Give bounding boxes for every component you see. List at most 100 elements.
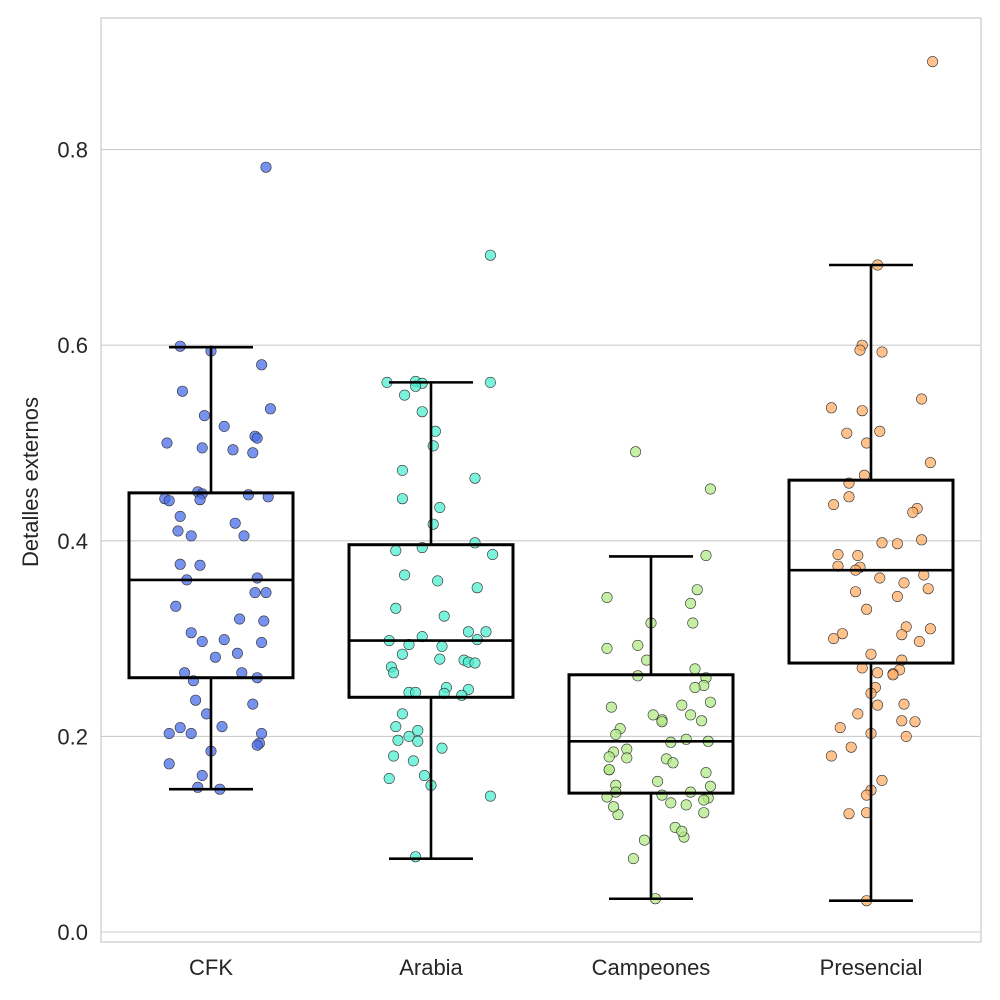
data-point <box>227 444 239 456</box>
data-point <box>229 517 241 529</box>
data-point <box>680 799 692 811</box>
data-point <box>836 628 848 640</box>
y-axis-label: Detalles externos <box>18 397 43 567</box>
data-point <box>652 775 664 787</box>
data-point <box>916 534 928 546</box>
data-point <box>874 425 886 437</box>
data-point <box>174 722 186 734</box>
iqr-box <box>787 478 955 665</box>
data-point <box>196 442 208 454</box>
data-point <box>685 709 697 721</box>
y-gridlines <box>101 149 981 933</box>
data-point <box>247 698 259 710</box>
data-point <box>258 615 270 627</box>
data-point <box>471 582 483 594</box>
data-point <box>209 651 221 663</box>
data-point <box>161 437 173 449</box>
data-point <box>185 727 197 739</box>
data-point <box>163 758 175 770</box>
data-point <box>913 635 925 647</box>
data-point <box>198 410 210 422</box>
data-point <box>434 653 446 665</box>
data-point <box>231 647 243 659</box>
data-point <box>603 751 615 763</box>
boxes <box>127 263 955 903</box>
data-point <box>704 780 716 792</box>
data-point <box>689 663 701 675</box>
y-tick-label: 0.8 <box>57 138 88 163</box>
data-point <box>845 741 857 753</box>
x-tick-label: Presencial <box>820 955 923 980</box>
data-point <box>916 393 928 405</box>
data-point <box>484 790 496 802</box>
data-point <box>469 472 481 484</box>
data-point <box>924 623 936 635</box>
data-point <box>484 376 496 388</box>
data-point <box>874 572 886 584</box>
data-point <box>698 794 710 806</box>
data-point <box>238 530 250 542</box>
data-point <box>251 432 263 444</box>
data-point <box>249 587 261 599</box>
data-point <box>898 577 910 589</box>
data-point <box>218 420 230 432</box>
y-tick-label: 0.0 <box>57 920 88 945</box>
data-point <box>852 708 864 720</box>
data-point <box>392 734 404 746</box>
data-point <box>689 681 701 693</box>
data-point <box>383 772 395 784</box>
data-point <box>427 518 439 530</box>
box-cfk <box>127 345 295 791</box>
data-point <box>843 491 855 503</box>
data-point <box>676 699 688 711</box>
data-point <box>656 716 668 728</box>
data-point <box>256 727 268 739</box>
data-point <box>680 733 692 745</box>
data-point <box>627 853 639 865</box>
data-point <box>704 483 716 495</box>
box-presencial <box>787 263 955 903</box>
data-point <box>194 494 206 506</box>
data-point <box>260 587 272 599</box>
data-point <box>487 548 499 560</box>
data-point <box>856 405 868 417</box>
data-point <box>456 689 468 701</box>
data-point <box>850 586 862 598</box>
data-point <box>251 739 263 751</box>
data-point <box>605 701 617 713</box>
data-point <box>876 346 888 358</box>
data-point <box>843 808 855 820</box>
data-point <box>872 667 884 679</box>
data-point <box>685 597 697 609</box>
data-point <box>251 572 263 584</box>
y-tick-label: 0.4 <box>57 529 88 554</box>
data-point <box>667 757 679 769</box>
data-point <box>418 769 430 781</box>
data-point <box>909 716 921 728</box>
data-point <box>687 617 699 629</box>
data-point <box>416 406 428 418</box>
data-point <box>601 642 613 654</box>
data-point <box>390 545 402 557</box>
data-point <box>700 549 712 561</box>
data-point <box>174 510 186 522</box>
data-point <box>825 402 837 414</box>
data-point <box>432 575 444 587</box>
data-point <box>691 584 703 596</box>
data-point <box>396 493 408 505</box>
data-point <box>698 807 710 819</box>
data-point <box>412 735 424 747</box>
data-point <box>434 501 446 513</box>
data-point <box>841 427 853 439</box>
data-point <box>399 389 411 401</box>
data-point <box>865 648 877 660</box>
data-point <box>896 629 908 641</box>
data-point <box>264 403 276 415</box>
data-point <box>172 525 184 537</box>
data-point <box>196 635 208 647</box>
data-point <box>700 767 712 779</box>
x-tick-label: CFK <box>189 955 233 980</box>
data-point <box>192 781 204 793</box>
data-point <box>924 457 936 469</box>
